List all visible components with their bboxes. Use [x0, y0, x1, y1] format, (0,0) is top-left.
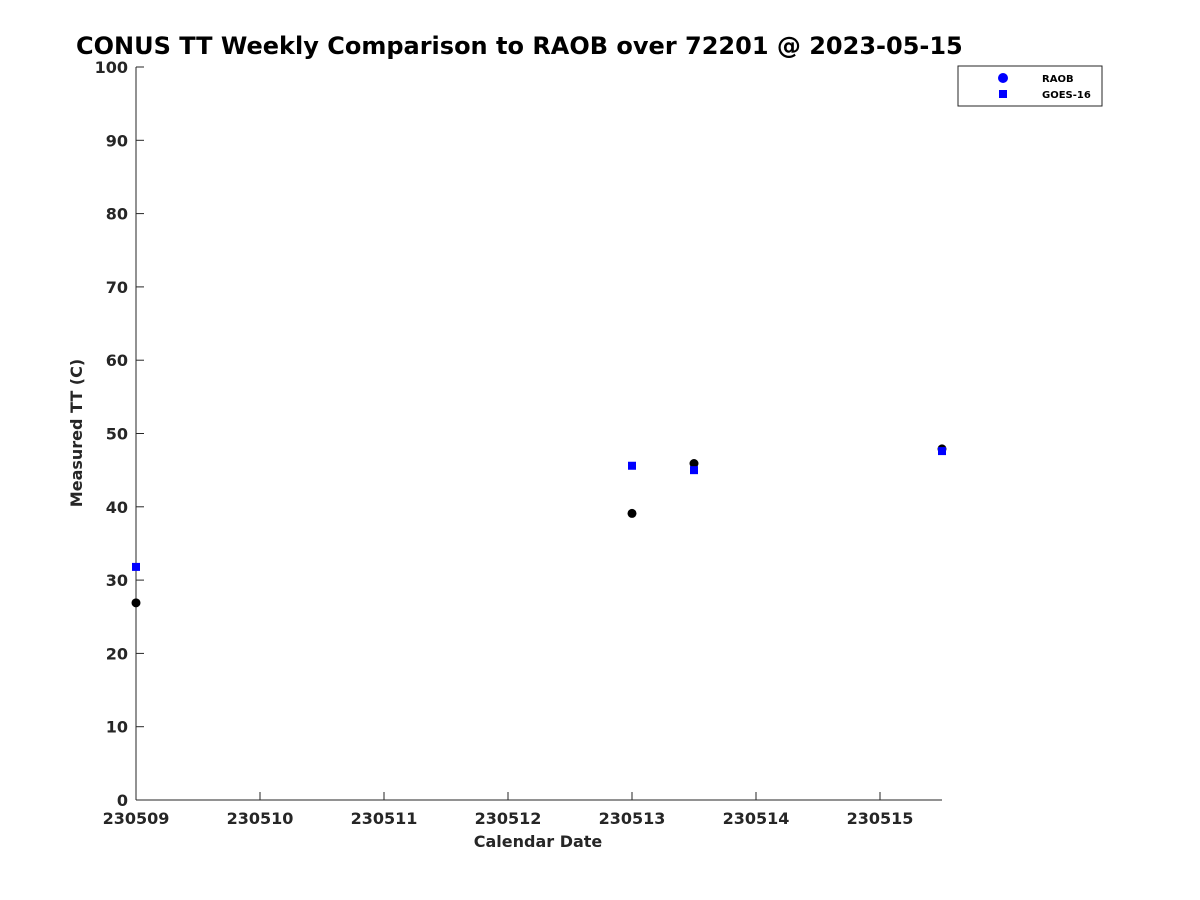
x-tick-label: 230510: [227, 809, 294, 828]
y-tick-label: 80: [106, 205, 128, 224]
y-tick-label: 30: [106, 571, 128, 590]
goes-16-point: [690, 466, 698, 475]
series-raob: [131, 444, 947, 608]
legend-marker-goes-16: [999, 90, 1007, 98]
legend-label: RAOB: [1042, 74, 1074, 85]
legend: RAOB GOES-16: [957, 65, 1103, 107]
y-tick-label: 70: [106, 278, 128, 297]
axes: [135, 67, 942, 801]
y-tick-label: 10: [106, 718, 128, 737]
x-tick-label: 230513: [599, 809, 666, 828]
chart-title: CONUS TT Weekly Comparison to RAOB over …: [76, 32, 963, 60]
y-tick-label: 40: [106, 498, 128, 517]
y-tick-label: 100: [95, 58, 128, 77]
y-tick-label: 0: [117, 791, 128, 810]
x-axis-label: Calendar Date: [474, 832, 603, 851]
x-tick-label: 230509: [103, 809, 170, 828]
legend-box: [957, 65, 1103, 107]
legend-label: GOES-16: [1042, 90, 1091, 101]
y-tick-label: 60: [106, 351, 128, 370]
goes-16-point: [628, 461, 636, 470]
y-axis-label: Measured TT (C): [67, 359, 86, 507]
raob-point: [627, 508, 637, 518]
y-ticks: 0 10 20 30 40 50 60 70 80 90 100: [95, 58, 144, 810]
y-tick-label: 20: [106, 644, 128, 663]
y-tick-label: 90: [106, 131, 128, 150]
x-tick-label: 230512: [475, 809, 542, 828]
goes-16-point: [938, 447, 946, 456]
raob-point: [131, 598, 141, 608]
data-points: [131, 444, 947, 608]
goes-16-point: [132, 562, 140, 571]
series-goes-16: [132, 447, 946, 571]
x-ticks: 230509 230510 230511 230512 230513 230514 2305…: [103, 792, 914, 828]
x-tick-label: 230511: [351, 809, 418, 828]
x-tick-label: 230515: [847, 809, 914, 828]
x-tick-label: 230514: [723, 809, 790, 828]
y-tick-label: 50: [106, 425, 128, 444]
legend-marker-raob: [998, 73, 1008, 83]
